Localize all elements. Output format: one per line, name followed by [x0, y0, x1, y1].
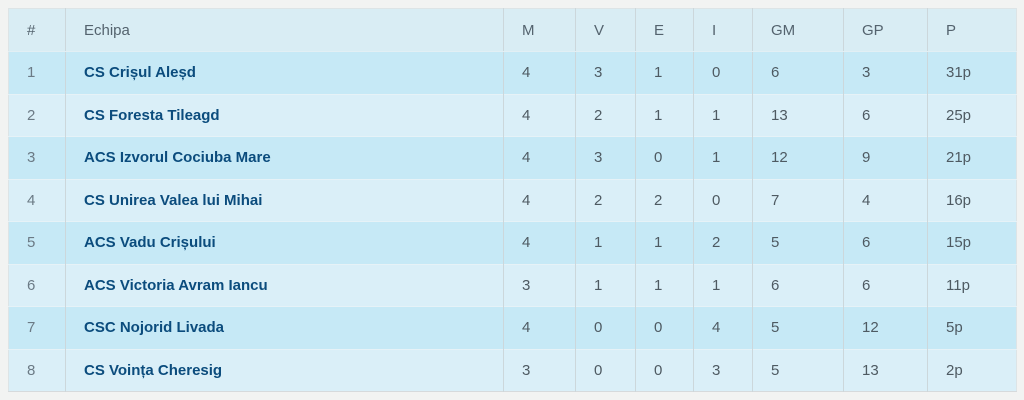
points-cell: 25p	[927, 93, 1017, 137]
header-points: P	[927, 8, 1017, 52]
draws-cell: 2	[635, 178, 694, 222]
points-cell: 15p	[927, 221, 1017, 264]
table-row: 1 CS Crișul Aleșd 4 3 1 0 6 3 31p	[8, 51, 1017, 94]
points-cell: 21p	[927, 136, 1017, 179]
rank-cell: 1	[27, 64, 36, 82]
draws-cell: 0	[635, 306, 694, 349]
goals-against-cell: 3	[843, 51, 928, 94]
draws-cell: 1	[635, 221, 694, 264]
team-link[interactable]: CS Voința Cheresig	[65, 348, 504, 392]
wins-cell: 1	[575, 263, 636, 307]
header-losses: I	[693, 8, 753, 52]
wins-cell: 0	[575, 306, 636, 349]
header-row: # Echipa M V E I GM GP P	[8, 8, 1017, 52]
goals-for-cell: 13	[752, 93, 844, 137]
rank-cell: 6	[8, 263, 66, 307]
wins-cell: 1	[575, 221, 636, 264]
goals-against-cell: 12	[843, 306, 928, 349]
goals-for-cell: 6	[752, 51, 844, 94]
team-link[interactable]: ACS Victoria Avram Iancu	[65, 263, 504, 307]
wins-cell: 3	[575, 51, 636, 94]
matches-cell: 4	[503, 221, 576, 264]
wins-cell: 2	[575, 93, 636, 137]
matches-cell: 3	[503, 348, 576, 392]
goals-for-cell: 5	[752, 306, 844, 349]
rank-cell: 8	[8, 348, 66, 392]
table-row: 8 CS Voința Cheresig 3 0 0 3 5 13 2p	[8, 348, 1017, 392]
losses-cell: 0	[693, 178, 753, 222]
losses-cell: 3	[693, 348, 753, 392]
losses-cell: 2	[693, 221, 753, 264]
draws-cell: 1	[635, 263, 694, 307]
draws-cell: 1	[635, 51, 694, 94]
matches-cell: 3	[503, 263, 576, 307]
table-row: 6 ACS Victoria Avram Iancu 3 1 1 1 6 6 1…	[8, 263, 1017, 307]
goals-for-cell: 5	[752, 221, 844, 264]
draws-cell: 0	[635, 348, 694, 392]
matches-cell: 4	[503, 136, 576, 179]
team-link[interactable]: ACS Vadu Crișului	[65, 221, 504, 264]
table-row: 5 ACS Vadu Crișului 4 1 1 2 5 6 15p	[8, 221, 1017, 264]
team-link[interactable]: CS Foresta Tileagd	[65, 93, 504, 137]
goals-for-cell: 7	[752, 178, 844, 222]
points-cell: 16p	[927, 178, 1017, 222]
draws-cell: 0	[635, 136, 694, 179]
goals-against-cell: 9	[843, 136, 928, 179]
table-row: 3 ACS Izvorul Cociuba Mare 4 3 0 1 12 9 …	[8, 136, 1017, 179]
matches-cell: 4	[503, 51, 576, 94]
losses-cell: 1	[693, 263, 753, 307]
wins-cell: 3	[575, 136, 636, 179]
header-team: Echipa	[65, 8, 504, 52]
losses-cell: 1	[693, 136, 753, 179]
header-goals-against: GP	[843, 8, 928, 52]
header-rank: #	[8, 8, 66, 52]
matches-cell: 4	[503, 306, 576, 349]
team-link[interactable]: CS Unirea Valea lui Mihai	[65, 178, 504, 222]
goals-against-cell: 6	[843, 263, 928, 307]
goals-against-cell: 13	[843, 348, 928, 392]
rank-cell: 7	[8, 306, 66, 349]
standings-table: # Echipa M V E I GM GP P 1 CS Crișul Ale…	[8, 8, 1017, 392]
header-wins: V	[575, 8, 636, 52]
goals-for-cell: 5	[752, 348, 844, 392]
points-cell: 31p	[927, 51, 1017, 94]
standings-widget: # Echipa M V E I GM GP P 1 CS Crișul Ale…	[8, 8, 1017, 392]
header-matches: M	[503, 8, 576, 52]
rank-cell: 3	[8, 136, 66, 179]
goals-for-cell: 6	[752, 263, 844, 307]
losses-cell: 0	[693, 51, 753, 94]
goals-against-cell: 6	[843, 93, 928, 137]
points-cell: 11p	[927, 263, 1017, 307]
points-cell: 2p	[927, 348, 1017, 392]
wins-cell: 0	[575, 348, 636, 392]
goals-against-cell: 6	[843, 221, 928, 264]
table-row: 2 CS Foresta Tileagd 4 2 1 1 13 6 25p	[8, 93, 1017, 137]
points-cell: 5p	[927, 306, 1017, 349]
team-link[interactable]: CS Crișul Aleșd	[65, 51, 504, 94]
table-row: 4 CS Unirea Valea lui Mihai 4 2 2 0 7 4 …	[8, 178, 1017, 222]
team-link[interactable]: CSC Nojorid Livada	[65, 306, 504, 349]
losses-cell: 1	[693, 93, 753, 137]
header-draws: E	[635, 8, 694, 52]
rank-cell: 5	[8, 221, 66, 264]
table-row: 7 CSC Nojorid Livada 4 0 0 4 5 12 5p	[8, 306, 1017, 349]
rank-cell: 4	[8, 178, 66, 222]
goals-for-cell: 12	[752, 136, 844, 179]
losses-cell: 4	[693, 306, 753, 349]
wins-cell: 2	[575, 178, 636, 222]
draws-cell: 1	[635, 93, 694, 137]
matches-cell: 4	[503, 93, 576, 137]
team-link[interactable]: ACS Izvorul Cociuba Mare	[65, 136, 504, 179]
goals-against-cell: 4	[843, 178, 928, 222]
rank-cell: 2	[8, 93, 66, 137]
matches-cell: 4	[503, 178, 576, 222]
header-goals-for: GM	[752, 8, 844, 52]
